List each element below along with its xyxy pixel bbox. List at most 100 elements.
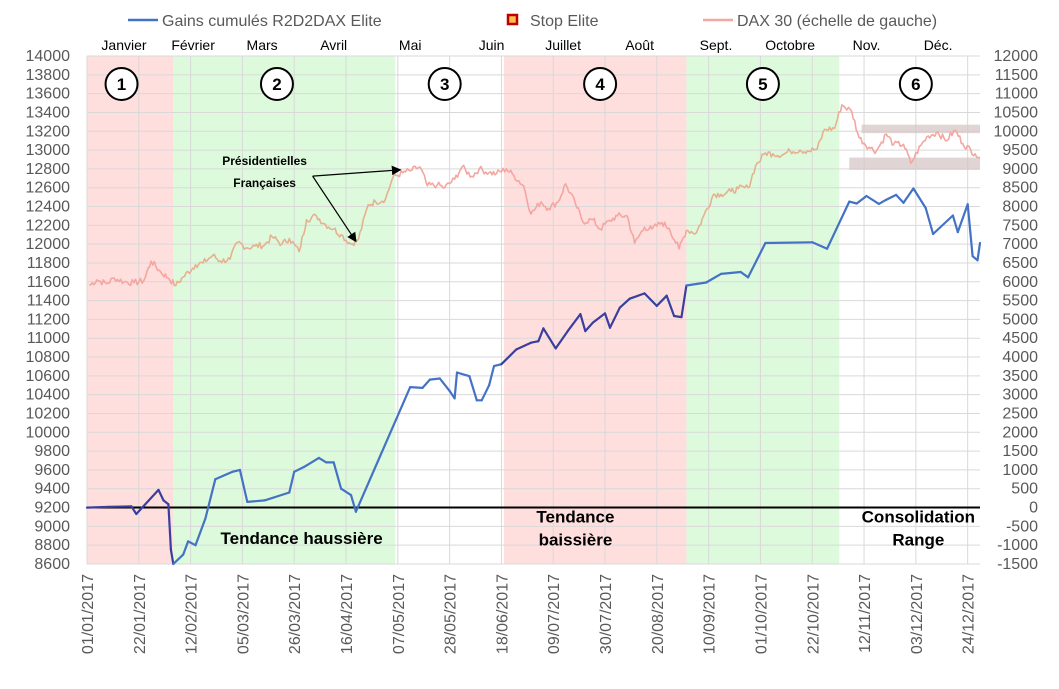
month-label: Déc.: [924, 37, 953, 53]
x-axis-tick-label: 12/02/2017: [184, 574, 201, 654]
right-axis-tick-label: 7500: [1002, 217, 1038, 234]
annotation-arrow: [312, 165, 402, 177]
right-axis-tick-label: 9000: [1002, 161, 1038, 178]
labels: Janvier Février Mars Avril Mai Juin Juillet Aoû…: [101, 37, 975, 550]
left-axis-tick-label: 11400: [27, 293, 70, 310]
trend-label: Range: [892, 531, 944, 550]
left-axis-tick-label: 14000: [26, 48, 71, 65]
month-label: Mars: [247, 37, 278, 53]
phase-band: [503, 56, 687, 564]
legend-label: Gains cumulés R2D2DAX Elite: [162, 13, 382, 30]
phase-number-badge: 5: [745, 67, 780, 101]
left-axis-tick-label: 13400: [26, 104, 71, 121]
gains-series-segment: [187, 540, 197, 547]
annotation-label: Présidentielles: [222, 154, 307, 168]
right-axis-tick-label: 11000: [995, 86, 1038, 103]
gains-series-segment: [204, 478, 217, 520]
x-axis-tick-label: 18/06/2017: [494, 574, 511, 654]
left-axis-tick-label: 9800: [34, 443, 70, 460]
gains-series-segment: [421, 378, 431, 389]
dax-series-line: [686, 111, 841, 235]
phase-number-label: 1: [117, 75, 126, 94]
x-axis-tick-label: 05/03/2017: [235, 574, 252, 654]
gains-series-segment: [480, 384, 491, 402]
gains-series-segment: [340, 487, 353, 497]
gains-series-segment: [130, 505, 138, 516]
month-label: Nov.: [853, 37, 881, 53]
gains-series-segment: [500, 348, 518, 366]
gains-series-segment: [885, 193, 898, 201]
phase-number-circle: [427, 67, 462, 101]
range-box: [849, 157, 980, 170]
phase-number-circle: [583, 67, 618, 101]
right-axis-tick-label: 6500: [1002, 255, 1038, 272]
right-axis-tick-label: 500: [1011, 481, 1038, 498]
right-axis-tick-label: 3500: [1002, 368, 1038, 385]
right-axis-tick-label: 4500: [1002, 330, 1038, 347]
x-axis-tick-label: 30/07/2017: [598, 574, 615, 654]
month-label: Juin: [479, 37, 505, 53]
left-axis-tick-label: 9000: [34, 518, 70, 535]
phase-number-circle: [898, 67, 933, 101]
gains-series-segment: [719, 270, 742, 275]
gains-series-segment: [317, 456, 328, 464]
right-axis-tick-label: 4000: [1002, 349, 1038, 366]
right-axis-tick-label: 1000: [1002, 462, 1038, 479]
gains-series-segment: [902, 187, 915, 204]
gains-series-segment: [877, 198, 888, 205]
gains-series-segment: [194, 517, 207, 547]
left-axis-tick-label: 10000: [26, 424, 71, 441]
gains-series-segment: [492, 363, 503, 368]
right-axis-tick-label: 11500: [995, 67, 1038, 84]
gains-series-segment: [680, 284, 688, 319]
left-axis-tick-label: 12200: [26, 217, 71, 234]
dax-series-line: [396, 164, 688, 250]
left-axis-tick-label: 10200: [26, 405, 71, 422]
phase-bands: [87, 56, 980, 564]
month-label: Sept.: [700, 37, 733, 53]
right-axis-tick-label: 5500: [1002, 293, 1038, 310]
gains-series-segment: [428, 377, 441, 381]
legend-item-stop[interactable]: Stop Elite: [506, 13, 599, 30]
x-axis-tick-label: 26/03/2017: [287, 574, 304, 654]
right-axis-tick-label: 2500: [1002, 405, 1038, 422]
phase-number-circle: [104, 67, 139, 101]
phase-number-badge: 6: [898, 67, 933, 101]
annotation-arrow: [312, 175, 357, 243]
right-axis-tick-label: 5000: [1002, 311, 1038, 328]
x-axis-tick-label: 03/12/2017: [909, 574, 926, 654]
left-axis-tick-label: 8800: [34, 537, 70, 554]
x-axis-tick-label: 22/10/2017: [805, 574, 822, 654]
gains-series-segment: [169, 548, 175, 566]
left-axis-tick-label: 11200: [27, 311, 70, 328]
x-axis-tick-label: 07/05/2017: [391, 574, 408, 654]
gains-series-segment: [685, 282, 698, 287]
left-axis-tick-label: 10400: [26, 387, 71, 404]
gains-series-segment: [591, 312, 607, 324]
gains-series-segment: [542, 327, 557, 350]
right-axis-tick-label: 1500: [1002, 443, 1038, 460]
legend-item-gains[interactable]: Gains cumulés R2D2DAX Elite: [128, 13, 382, 30]
legend-item-dax[interactable]: DAX 30 (échelle de gauche): [703, 13, 937, 30]
gains-series-segment: [554, 329, 570, 350]
x-axis-tick-label: 09/07/2017: [546, 574, 563, 654]
right-axis-tick-label: 7000: [1002, 236, 1038, 253]
left-axis-tick-label: 9600: [34, 462, 70, 479]
left-axis-tick-label: 13000: [26, 142, 71, 159]
phase-number-badge: 2: [259, 67, 294, 101]
gains-series-segment: [293, 465, 306, 473]
gains-series-segment: [537, 327, 545, 343]
gains-series-segment: [764, 241, 814, 245]
month-label: Avril: [320, 37, 347, 53]
right-axis-tick-label: -1500: [997, 556, 1038, 573]
right-axis-tick-label: 2000: [1002, 424, 1038, 441]
gains-series-segment: [349, 494, 357, 513]
trend-label: baissière: [539, 531, 613, 550]
gains-series-segment: [894, 193, 905, 204]
gains-series-segment: [85, 505, 111, 509]
gains-series-segment: [468, 375, 478, 402]
left-axis-tick-label: 12000: [26, 236, 71, 253]
right-axis-tick-label: 6000: [1002, 274, 1038, 291]
gains-series-segment: [705, 272, 723, 284]
